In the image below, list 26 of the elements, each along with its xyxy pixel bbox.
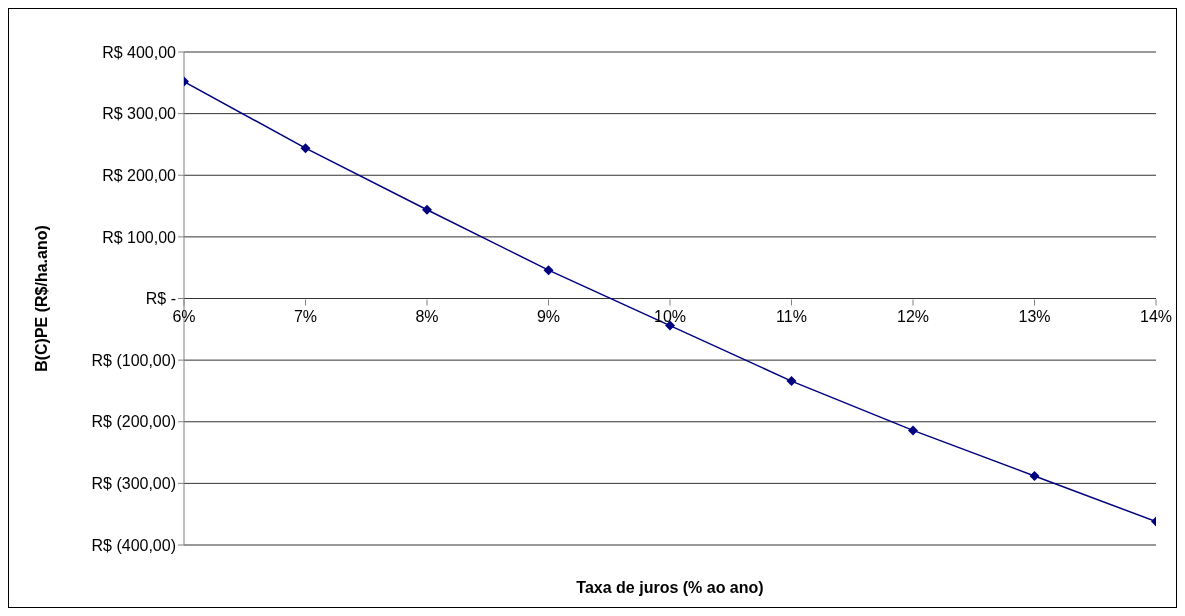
y-tick-label: R$ - (145, 290, 176, 308)
point (1029, 470, 1040, 481)
x-tick-label: 13% (1018, 307, 1051, 325)
y-tick-label: R$ (200,00) (91, 413, 176, 431)
x-tick-label: 6% (172, 307, 196, 325)
y-axis-title: B(C)PE (R$/ha.ano) (32, 225, 50, 372)
x-tick-label: 8% (415, 307, 439, 325)
point (543, 265, 554, 276)
y-tick-label: R$ (100,00) (91, 351, 176, 369)
x-tick-label: 11% (776, 307, 807, 325)
x-tick-label: 14% (1139, 307, 1173, 325)
y-tick-label: R$ 100,00 (102, 228, 177, 246)
x-tick-label: 12% (896, 307, 930, 325)
point (300, 143, 311, 154)
y-tick-label: R$ (400,00) (91, 536, 176, 554)
y-tick-label: R$ (300,00) (91, 475, 176, 493)
y-tick-label: R$ 200,00 (102, 166, 177, 184)
x-axis-title: Taxa de juros (% ao ano) (576, 579, 764, 596)
x-tick-label: 7% (293, 307, 318, 325)
x-tick-label: 9% (536, 307, 561, 325)
x-tick-label: 10% (653, 307, 687, 325)
y-tick-label: R$ 300,00 (102, 105, 177, 123)
point (908, 425, 918, 436)
point (786, 376, 797, 387)
point (422, 204, 432, 215)
y-tick-label: R$ 400,00 (102, 43, 177, 61)
